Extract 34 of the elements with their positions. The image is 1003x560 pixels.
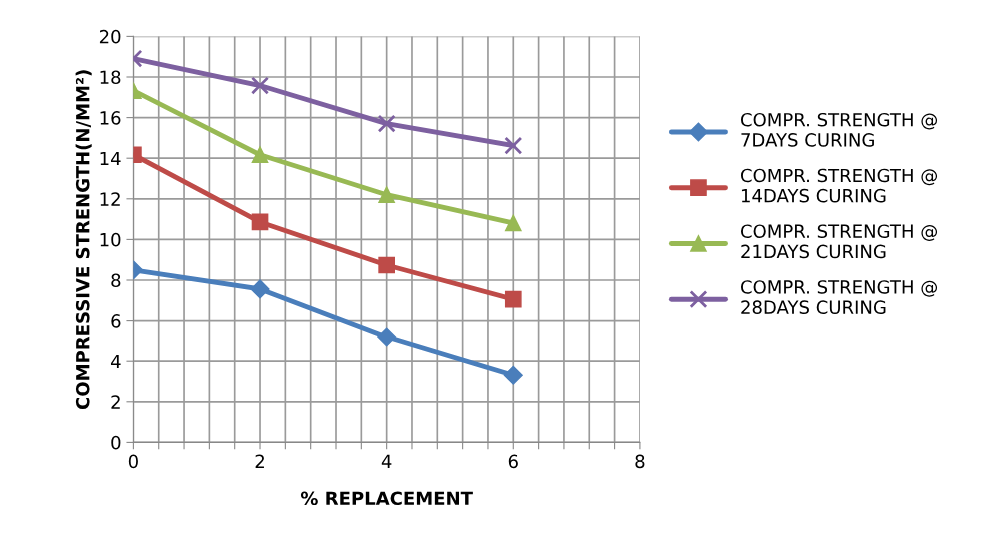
point: [377, 327, 397, 347]
point: [378, 186, 395, 204]
point: [503, 365, 523, 385]
x-tick-label: 8: [635, 454, 645, 469]
y-tick-label: 10: [100, 232, 121, 247]
y-tick-label: 6: [111, 314, 121, 328]
x-axis-title: % REPLACEMENT: [300, 491, 473, 506]
x-tick-label: 2: [255, 454, 264, 468]
x-tick-label: 0: [128, 454, 138, 469]
y-tick-label: 14: [100, 151, 121, 166]
point: [504, 214, 522, 232]
point: [504, 136, 523, 155]
legend-label: COMPR. STRENGTH @ 21DAYS CURING: [740, 224, 938, 259]
point: [377, 114, 396, 133]
y-tick-label: 20: [99, 29, 121, 44]
legend-label: COMPR. STRENGTH @ 14DAYS CURING: [740, 168, 938, 203]
point: [251, 213, 269, 231]
point: [504, 290, 522, 308]
point: [251, 76, 270, 95]
point: [378, 256, 395, 274]
y-tick-label: 12: [100, 192, 120, 206]
legend-label: COMPR. STRENGTH @ 28DAYS CURING: [740, 280, 938, 315]
point: [251, 146, 269, 164]
y-tick-label: 2: [111, 395, 120, 409]
y-tick-label: 18: [100, 70, 121, 85]
y-axis-title: COMPRESSIVE STRENGTH(N/MM²): [75, 70, 92, 410]
y-tick-label: 0: [111, 435, 121, 450]
y-tick-label: 8: [111, 273, 121, 288]
x-tick-label: 4: [381, 454, 392, 468]
point: [250, 279, 270, 299]
y-tick-label: 4: [110, 354, 121, 369]
x-tick-label: 6: [508, 454, 518, 469]
legend-label: COMPR. STRENGTH @ 7DAYS CURING: [740, 112, 938, 147]
y-tick-label: 16: [100, 111, 121, 125]
